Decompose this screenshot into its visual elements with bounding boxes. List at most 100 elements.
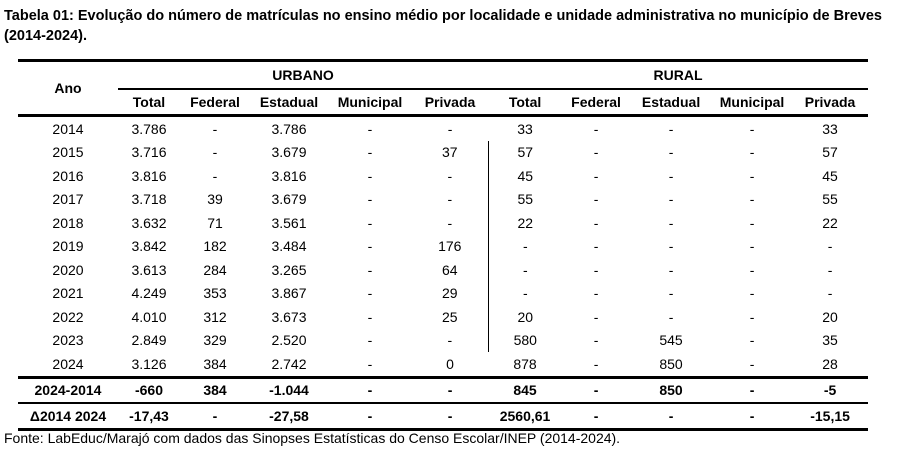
summary-cell: -27,58 [250,403,328,431]
year-cell: 2023 [52,332,84,349]
value-cell: - [668,308,674,325]
value-cell: - [668,191,674,208]
value-cell: - [367,120,373,137]
value-cell: 850 [630,352,713,379]
value-cell: 28 [792,352,869,379]
summary-cell: -1.044 [250,377,328,404]
value-cell: - [487,258,563,282]
value-cell: - [712,352,793,379]
value-cell: 3.716 [131,144,167,161]
value-cell: - [447,332,453,349]
value-cell: - [593,214,599,231]
table-row: 2022 4.010 312 3.673 - 25 20 - - - 20 [18,305,868,329]
summary-cell: 384 [180,377,250,404]
value-cell: - [749,191,755,208]
value-cell: 57 [822,144,838,161]
value-cell: - [367,214,373,231]
year-cell: 2018 [52,214,84,231]
value-cell: 33 [822,120,838,137]
value-cell: 4.010 [131,308,167,325]
column-header: Total [118,89,180,117]
summary-row: 2024-2014 -660 384 -1.044- -845-850- -5 [18,377,869,404]
value-cell: - [367,191,373,208]
group-header-rural: RURAL [488,59,869,90]
table-row: 2017 3.718 39 3.679 - - 55 - - - 55 [18,187,868,211]
value-cell: 22 [487,211,563,235]
value-cell: 384 [180,352,250,379]
value-cell: 3.786 [131,120,167,137]
table-row: 2024 3.126 384 2.742-0 878-850-28 [18,352,869,379]
value-cell: - [487,281,563,305]
value-cell: - [212,167,218,184]
value-cell: - [593,120,599,137]
value-cell: - [367,261,373,278]
value-cell: 312 [203,308,227,325]
value-cell: - [447,167,453,184]
summary-cell: 845 [488,377,563,404]
value-cell: 35 [822,332,838,349]
value-cell: 71 [207,214,223,231]
value-cell: - [447,191,453,208]
value-cell: 55 [822,191,838,208]
value-cell: - [749,285,755,302]
value-cell: 57 [487,140,563,164]
value-cell: - [447,120,453,137]
value-cell: 37 [441,144,458,161]
value-cell: - [367,308,373,325]
value-cell: - [827,285,833,302]
value-cell: - [367,144,373,161]
value-cell: 33 [517,120,533,137]
value-cell: - [328,352,412,379]
value-cell: 284 [203,261,227,278]
value-cell: 29 [441,285,458,302]
value-cell: - [749,120,755,137]
value-cell: - [212,120,218,137]
summary-cell: - [328,403,412,431]
value-cell: 3.126 [118,352,180,379]
value-cell: - [749,144,755,161]
summary-cell: - [562,403,631,431]
value-cell: - [367,332,373,349]
value-cell: 182 [203,238,227,255]
value-cell: - [668,214,674,231]
value-cell: 3.816 [131,167,167,184]
row-header: Ano [18,59,118,117]
value-cell: 3.561 [271,214,307,231]
value-cell: - [593,144,599,161]
value-cell: 2.742 [250,352,328,379]
source-footer: Fonte: LabEduc/Marajó com dados das Sino… [4,430,621,446]
summary-label: Δ2014 2024 [18,403,118,431]
value-cell: 45 [822,167,838,184]
value-cell: 580 [487,328,563,352]
column-header: Privada [412,89,489,117]
value-cell: 4.249 [131,285,167,302]
year-cell: 2020 [52,261,84,278]
column-header: Estadual [250,89,328,117]
value-cell: 3.484 [271,238,307,255]
value-cell: - [367,285,373,302]
value-cell: 2.849 [131,332,167,349]
summary-cell: -15,15 [792,403,869,431]
table-row: 2016 3.816 - 3.816 - - 45 - - - 45 [18,164,868,188]
value-cell: - [593,332,599,349]
value-cell: - [668,120,674,137]
summary-cell: - [412,403,489,431]
table-title: Tabela 01: Evolução do número de matrícu… [4,8,882,44]
value-cell: 64 [441,261,458,278]
column-header: Total [488,89,563,117]
value-cell: 3.632 [131,214,167,231]
value-cell: 39 [207,191,223,208]
value-cell: 3.613 [131,261,167,278]
table-row: 2019 3.842 182 3.484 - 176 - - - - - [18,234,868,258]
column-header: Estadual [630,89,713,117]
value-cell: 3.265 [271,261,307,278]
summary-cell: -5 [792,377,869,404]
summary-cell: - [562,377,631,404]
value-cell: 2.520 [271,332,307,349]
value-cell: - [749,238,755,255]
year-cell: 2016 [52,167,84,184]
year-cell: 2024 [18,352,118,379]
value-cell: - [593,308,599,325]
column-header: Municipal [328,89,412,117]
value-cell: 3.679 [271,144,307,161]
